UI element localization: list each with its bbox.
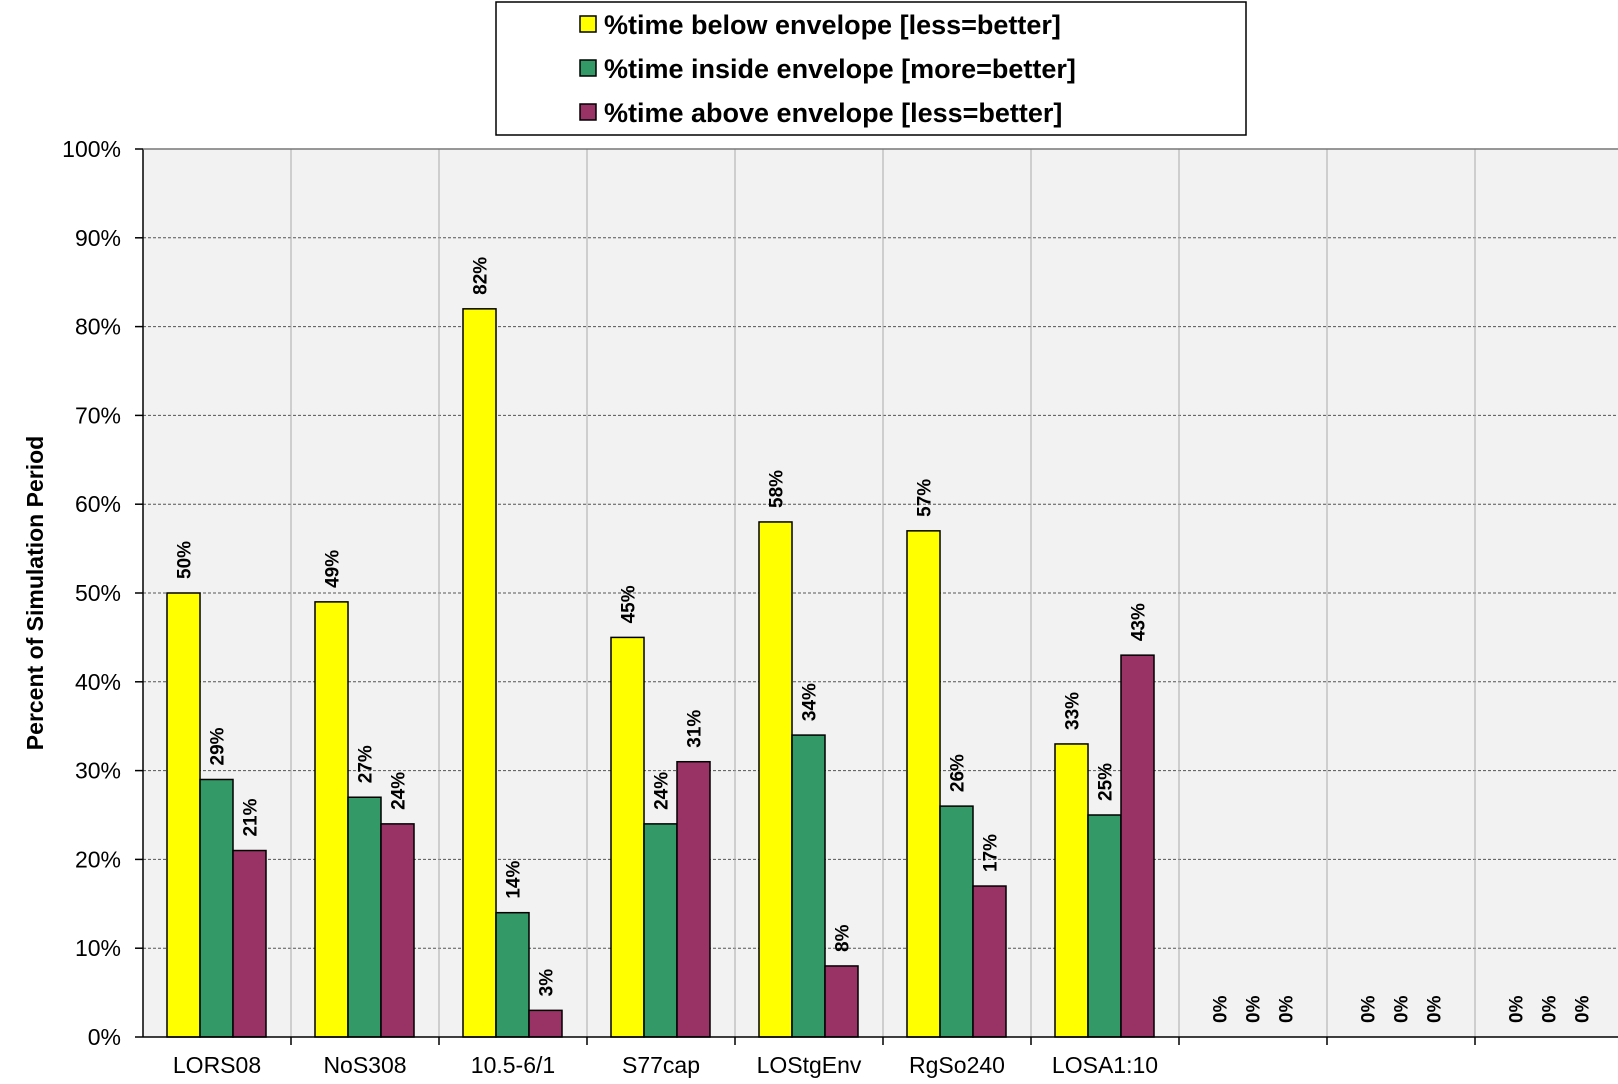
legend-box xyxy=(495,1,1247,136)
bar xyxy=(906,530,941,1038)
bar xyxy=(1087,814,1122,1038)
data-label: 0% xyxy=(1425,995,1446,1023)
y-tick-label: 90% xyxy=(75,225,121,251)
bar xyxy=(610,636,645,1038)
y-tick-label: 30% xyxy=(75,758,121,784)
axes xyxy=(135,148,1618,1045)
bar xyxy=(824,965,859,1038)
x-tick-label: LOSA1:10 xyxy=(1052,1052,1158,1078)
bar xyxy=(1054,743,1089,1038)
bar xyxy=(495,911,530,1038)
x-tick-label: 10.5-6/1 xyxy=(471,1052,555,1078)
data-label: 3% xyxy=(537,969,558,997)
y-tick-label: 100% xyxy=(62,136,121,162)
y-tick-label: 50% xyxy=(75,580,121,606)
data-label: 45% xyxy=(619,585,640,623)
legend-label: %time above envelope [less=better] xyxy=(604,98,1062,128)
data-label: 29% xyxy=(208,727,229,765)
data-label: 0% xyxy=(1392,995,1413,1023)
y-axis-title: Percent of Simulation Period xyxy=(22,436,48,750)
data-label: 0% xyxy=(1359,995,1380,1023)
data-labels: 50% 49% 82% 45% 58% 57% 33% 0% 0% 0% 29% 27% 14% 24% 3… xyxy=(175,257,1594,1023)
bar xyxy=(314,601,349,1038)
y-tick-label: 70% xyxy=(75,402,121,428)
gridlines xyxy=(143,148,1618,1037)
bar xyxy=(528,1009,563,1038)
data-label: 0% xyxy=(1244,995,1265,1023)
x-tick-labels: LORS08 NoS308 10.5-6/1 S77cap LOStgEnv RgSo24… xyxy=(173,1052,1158,1078)
y-tick-label: 20% xyxy=(75,846,121,872)
x-tick-label: RgSo240 xyxy=(909,1052,1005,1078)
legend-swatch xyxy=(579,103,597,121)
data-label: 24% xyxy=(389,772,410,810)
x-tick-label: S77cap xyxy=(622,1052,700,1078)
bar xyxy=(758,521,793,1038)
data-label: 0% xyxy=(1573,995,1594,1023)
bar xyxy=(199,778,234,1038)
data-label: 50% xyxy=(175,541,196,579)
data-label: 14% xyxy=(504,861,525,899)
bar xyxy=(462,308,497,1038)
y-tick-label: 10% xyxy=(75,935,121,961)
data-label: 43% xyxy=(1129,603,1150,641)
x-tick-label: LORS08 xyxy=(173,1052,261,1078)
legend-swatch xyxy=(579,15,597,33)
data-label: 26% xyxy=(948,754,969,792)
data-label: 17% xyxy=(981,834,1002,872)
y-tick-label: 60% xyxy=(75,491,121,517)
bar xyxy=(939,805,974,1038)
data-label: 21% xyxy=(241,798,262,836)
data-label: 0% xyxy=(1507,995,1528,1023)
data-label: 34% xyxy=(800,683,821,721)
legend-label: %time inside envelope [more=better] xyxy=(604,54,1076,84)
y-tick-label: 80% xyxy=(75,314,121,340)
data-label: 0% xyxy=(1277,995,1298,1023)
bar xyxy=(1120,654,1155,1038)
data-label: 31% xyxy=(685,710,706,748)
legend: %time below envelope [less=better] %time … xyxy=(495,1,1247,136)
data-label: 0% xyxy=(1211,995,1232,1023)
y-tick-label: 40% xyxy=(75,669,121,695)
data-label: 82% xyxy=(471,257,492,295)
legend-label: %time below envelope [less=better] xyxy=(604,10,1061,40)
y-tick-labels: 0% 10% 20% 30% 40% 50% 60% 70% 80% 90% 100% xyxy=(62,136,121,1050)
legend-swatch xyxy=(579,59,597,77)
bar xyxy=(380,823,415,1038)
data-label: 0% xyxy=(1540,995,1561,1023)
data-label: 33% xyxy=(1063,692,1084,730)
x-tick-label: LOStgEnv xyxy=(757,1052,862,1078)
data-label: 27% xyxy=(356,745,377,783)
bar xyxy=(972,885,1007,1038)
bar xyxy=(643,823,678,1038)
data-label: 25% xyxy=(1096,763,1117,801)
bar xyxy=(791,734,826,1038)
bar xyxy=(347,796,382,1038)
data-label: 58% xyxy=(767,470,788,508)
bar xyxy=(166,592,201,1038)
bar xyxy=(232,849,267,1038)
data-label: 8% xyxy=(833,924,854,952)
data-label: 24% xyxy=(652,772,673,810)
bar xyxy=(676,760,711,1038)
data-label: 57% xyxy=(915,479,936,517)
data-label: 49% xyxy=(323,550,344,588)
x-tick-label: NoS308 xyxy=(323,1052,406,1078)
y-tick-label: 0% xyxy=(88,1024,121,1050)
